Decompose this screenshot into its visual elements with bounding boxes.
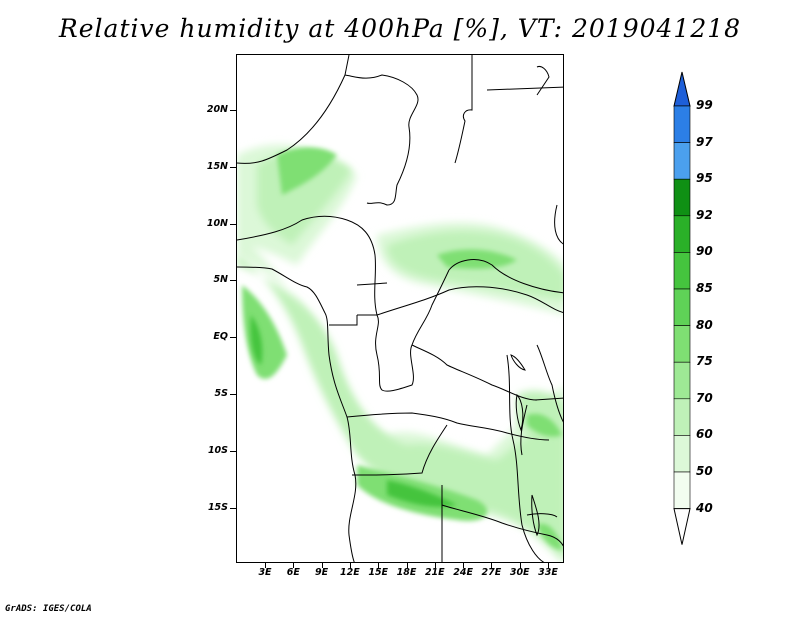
lon-tick [349, 563, 351, 568]
lat-label: 20N [206, 104, 228, 115]
lon-tick [519, 563, 521, 568]
lon-label: 12E [340, 567, 360, 578]
colorbar-segment [673, 398, 691, 436]
lon-label: 24E [453, 567, 473, 578]
lat-label: 10S [207, 444, 228, 456]
lon-label: 27E [481, 567, 502, 578]
colorbar-segment [673, 288, 691, 326]
lat-label: 10N [206, 217, 228, 229]
coastline-east [536, 66, 563, 245]
colorbar-segment [673, 435, 691, 473]
lon-tick [321, 563, 323, 568]
lat-tick [230, 166, 236, 168]
lon-tick [548, 563, 549, 568]
colorbar-level-label: 92 [696, 207, 713, 222]
colorbar-level-label: 80 [696, 317, 713, 332]
lat-tick [230, 450, 236, 452]
lon-label: 21E [424, 567, 445, 578]
colorbar-segment [673, 178, 691, 217]
country-borders [237, 55, 563, 562]
colorbar-level-label: 99 [696, 98, 713, 112]
lat-label: 5N [213, 274, 228, 286]
lat-tick [230, 337, 236, 339]
lon-label: 3E [258, 567, 272, 578]
humidity-map [237, 55, 563, 562]
lon-tick [265, 563, 266, 568]
lon-tick [463, 563, 465, 568]
lat-label: 5S [214, 388, 228, 399]
colorbar-level-label: 60 [696, 427, 713, 442]
colorbar [673, 71, 691, 545]
colorbar-segment [673, 142, 691, 180]
lat-label: EQ [213, 331, 228, 343]
lon-label: 18E [396, 567, 417, 578]
map-panel [236, 54, 564, 563]
lon-label: 30E [509, 567, 530, 578]
lat-label: 15S [207, 501, 228, 513]
lon-tick [378, 563, 380, 568]
lon-tick [293, 563, 295, 568]
lon-tick [434, 563, 436, 568]
colorbar-level-label: 70 [696, 390, 713, 405]
lon-tick [406, 563, 408, 568]
colorbar-segment [673, 252, 691, 290]
colorbar-top-arrow [673, 71, 691, 107]
colorbar-level-label: 97 [696, 134, 713, 149]
grads-credit: GrADS: IGES/COLA [5, 604, 92, 614]
colorbar-bottom-arrow [673, 508, 691, 545]
colorbar-segment [673, 325, 691, 363]
lon-label: 33E [538, 567, 558, 578]
map-title: Relative humidity at 400hPa [%], VT: 201… [58, 14, 742, 43]
lakes [510, 354, 558, 537]
colorbar-segment [673, 471, 691, 509]
lat-tick [230, 110, 236, 111]
lat-tick [230, 280, 236, 282]
colorbar-level-label: 90 [696, 244, 713, 259]
lat-tick [230, 223, 236, 225]
colorbar-segment [673, 215, 691, 253]
colorbar-level-label: 40 [696, 500, 713, 515]
lat-label: 15N [206, 160, 228, 172]
lat-tick [230, 394, 236, 395]
colorbar-level-label: 95 [696, 171, 713, 186]
lon-label: 9E [315, 567, 329, 578]
colorbar-segment [673, 361, 691, 400]
lon-tick [491, 563, 493, 568]
lat-tick [230, 507, 236, 509]
colorbar-level-label: 75 [696, 354, 713, 369]
lon-label: 15E [368, 567, 389, 578]
lon-label: 6E [286, 567, 300, 578]
colorbar-level-label: 50 [696, 464, 713, 478]
colorbar-level-label: 85 [696, 281, 713, 295]
colorbar-segment [673, 105, 691, 143]
humidity-shading [237, 144, 563, 562]
